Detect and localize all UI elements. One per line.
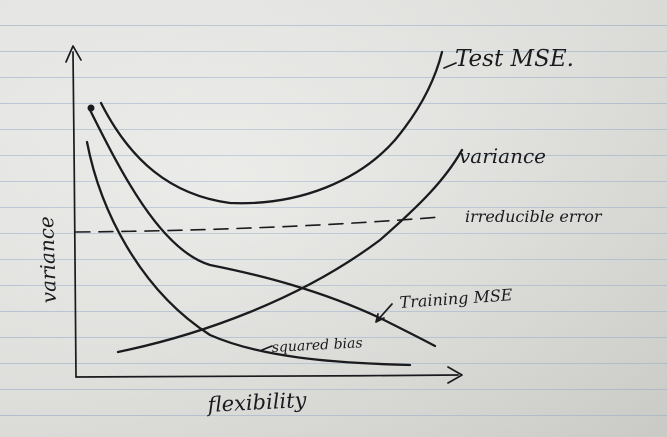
training-mse-start-dot	[87, 104, 95, 112]
training-mse-curve	[88, 108, 437, 348]
squared-bias-label: squared bias	[271, 335, 363, 356]
test-mse-pointer	[443, 62, 457, 69]
squared-bias-curve	[85, 140, 412, 367]
x-axis	[75, 374, 459, 378]
irreducible-error-label: irreducible error	[465, 207, 603, 226]
squared-bias-pointer	[261, 345, 273, 351]
variance-curve	[116, 148, 464, 354]
training-mse-pointer	[375, 303, 393, 323]
x-axis-arrowhead	[447, 366, 463, 384]
y-axis	[72, 51, 77, 378]
y-axis-label: variance	[34, 216, 61, 304]
training-mse-label: Training MSE	[399, 285, 513, 312]
y-axis-arrowhead	[65, 45, 82, 63]
irreducible-error-line	[75, 216, 441, 233]
variance-curve-label: variance	[459, 144, 546, 168]
test-mse-curve	[99, 50, 444, 205]
x-axis-label: flexibility	[205, 388, 308, 417]
test-mse-label: Test MSE.	[455, 46, 574, 72]
